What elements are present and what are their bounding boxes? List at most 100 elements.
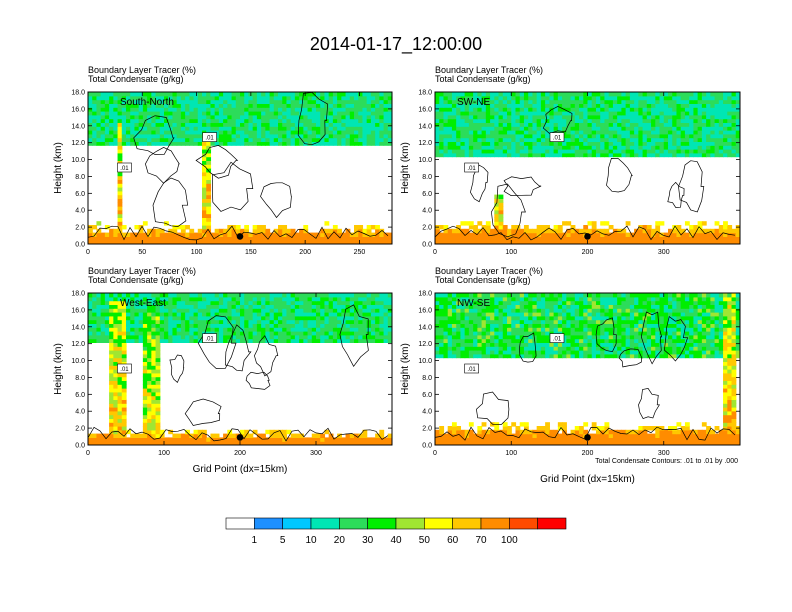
field-cell xyxy=(320,126,326,131)
field-cell xyxy=(180,441,186,445)
field-cell xyxy=(515,114,521,120)
field-cell xyxy=(172,334,178,340)
field-cell xyxy=(604,99,610,104)
condensate-contour xyxy=(260,182,292,219)
field-cell xyxy=(595,133,601,139)
field-cell xyxy=(608,126,614,131)
field-cell xyxy=(735,236,740,241)
field-cell xyxy=(164,118,169,123)
field-cell xyxy=(206,122,212,127)
field-cell xyxy=(248,433,254,438)
field-cell xyxy=(240,429,245,435)
field-cell xyxy=(494,353,500,359)
field-cell xyxy=(460,107,466,112)
field-cell xyxy=(155,369,161,374)
field-cell xyxy=(362,437,368,442)
field-cell xyxy=(109,300,114,305)
field-cell xyxy=(723,376,728,381)
field-cell xyxy=(549,240,555,244)
field-cell xyxy=(676,225,682,230)
field-cell xyxy=(727,126,733,131)
field-cell xyxy=(583,145,589,150)
field-cell xyxy=(117,410,123,416)
field-cell xyxy=(185,296,190,302)
field-cell xyxy=(172,323,178,328)
field-cell xyxy=(485,130,491,135)
field-cell xyxy=(168,437,174,442)
field-cell xyxy=(676,122,682,127)
field-cell xyxy=(714,152,720,158)
field-cell xyxy=(290,338,296,343)
field-cell xyxy=(490,429,495,435)
field-cell xyxy=(252,232,258,237)
field-cell xyxy=(147,319,152,324)
field-cell xyxy=(328,130,334,135)
field-cell xyxy=(138,334,144,340)
field-cell xyxy=(490,353,495,359)
field-cell xyxy=(583,240,589,244)
field-cell xyxy=(155,327,161,332)
field-cell xyxy=(731,240,737,244)
field-cell xyxy=(387,441,392,445)
field-cell xyxy=(341,133,347,139)
field-cell xyxy=(290,107,296,112)
field-cell xyxy=(625,441,631,445)
field-cell xyxy=(142,95,148,101)
field-cell xyxy=(566,126,572,131)
field-cell xyxy=(113,353,119,359)
field-cell xyxy=(646,228,652,234)
field-cell xyxy=(481,429,487,435)
field-cell xyxy=(282,92,288,97)
field-cell xyxy=(164,107,169,112)
field-cell xyxy=(345,433,351,438)
field-cell xyxy=(202,296,207,302)
field-cell xyxy=(88,92,93,97)
field-cell xyxy=(553,149,559,154)
field-cell xyxy=(202,315,207,321)
field-cell xyxy=(159,323,165,328)
field-cell xyxy=(202,209,207,215)
field-cell xyxy=(362,296,368,302)
field-cell xyxy=(332,327,338,332)
field-cell xyxy=(286,315,292,321)
field-cell xyxy=(113,99,119,104)
field-cell xyxy=(147,403,152,408)
field-cell xyxy=(189,323,195,328)
field-cell xyxy=(684,95,690,101)
field-cell xyxy=(147,308,152,313)
field-cell xyxy=(718,133,724,139)
field-cell xyxy=(511,350,517,355)
field-cell xyxy=(193,441,199,445)
field-cell xyxy=(328,122,334,127)
field-cell xyxy=(176,293,182,298)
field-cell xyxy=(256,334,262,340)
field-cell xyxy=(464,111,470,116)
field-cell xyxy=(261,319,266,324)
field-cell xyxy=(206,209,212,215)
field-cell xyxy=(138,92,144,97)
field-cell xyxy=(240,137,245,142)
field-cell xyxy=(282,433,288,438)
field-cell xyxy=(176,315,182,321)
field-cell xyxy=(642,149,648,154)
field-cell xyxy=(502,437,508,442)
field-cell xyxy=(481,433,487,438)
field-cell xyxy=(88,304,93,309)
field-cell xyxy=(718,111,724,116)
field-cell xyxy=(354,312,359,317)
field-cell xyxy=(113,342,119,347)
field-cell xyxy=(642,118,648,123)
field-cell xyxy=(464,437,470,442)
field-cell xyxy=(223,141,228,146)
field-cell xyxy=(435,92,440,97)
field-cell xyxy=(126,429,131,435)
field-cell xyxy=(515,149,521,154)
field-cell xyxy=(172,141,178,146)
field-cell xyxy=(574,122,580,127)
field-cell xyxy=(629,350,635,355)
field-cell xyxy=(676,92,682,97)
field-cell xyxy=(151,304,157,309)
field-cell xyxy=(485,92,491,97)
field-cell xyxy=(600,122,606,127)
field-cell xyxy=(248,338,254,343)
